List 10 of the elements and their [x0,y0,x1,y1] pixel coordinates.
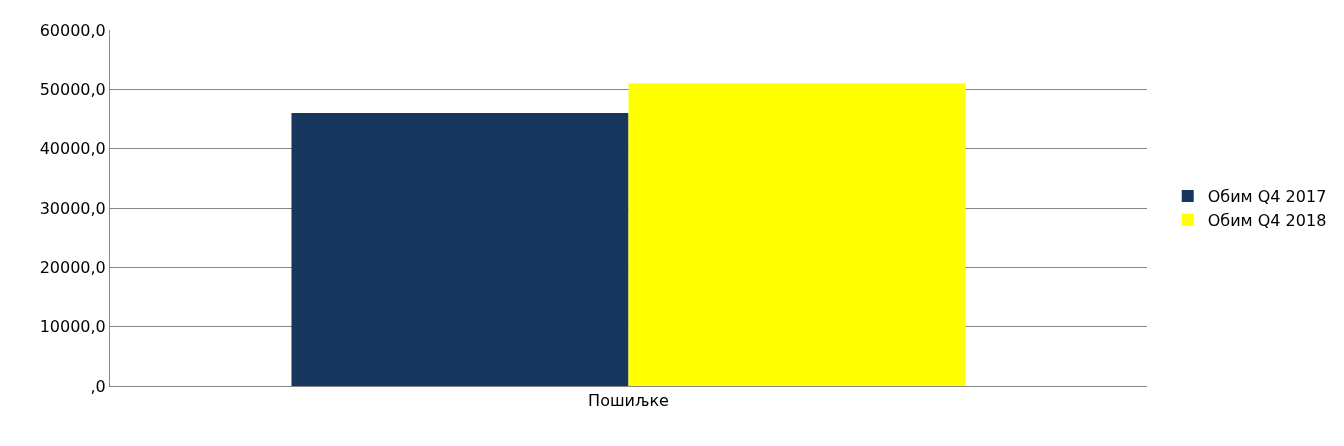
x-tick-label: Пошиљке [588,391,669,411]
y-tick-label: 50000,0 [39,79,106,99]
y-tick-label: 60000,0 [39,20,106,40]
y-tick-label: ,0 [90,376,106,396]
y-tick-label: 20000,0 [39,257,106,277]
legend-label: Обим Q4 2018 [1207,210,1327,230]
y-tick-label: 10000,0 [39,317,106,337]
legend-label: Обим Q4 2017 [1207,187,1327,207]
y-tick-label: 30000,0 [39,198,106,218]
y-tick-label: 40000,0 [39,139,106,159]
